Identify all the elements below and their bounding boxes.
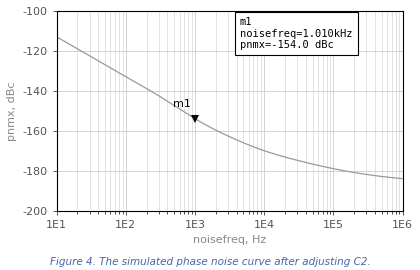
X-axis label: noisefreq, Hz: noisefreq, Hz: [193, 235, 266, 245]
Text: Figure 4. The simulated phase noise curve after adjusting C2.: Figure 4. The simulated phase noise curv…: [50, 257, 370, 267]
Y-axis label: pnmx, dBc: pnmx, dBc: [7, 81, 17, 140]
Text: m1
noisefreq=1.010kHz
pnmx=-154.0 dBc: m1 noisefreq=1.010kHz pnmx=-154.0 dBc: [240, 17, 352, 50]
Text: m1: m1: [173, 99, 190, 109]
